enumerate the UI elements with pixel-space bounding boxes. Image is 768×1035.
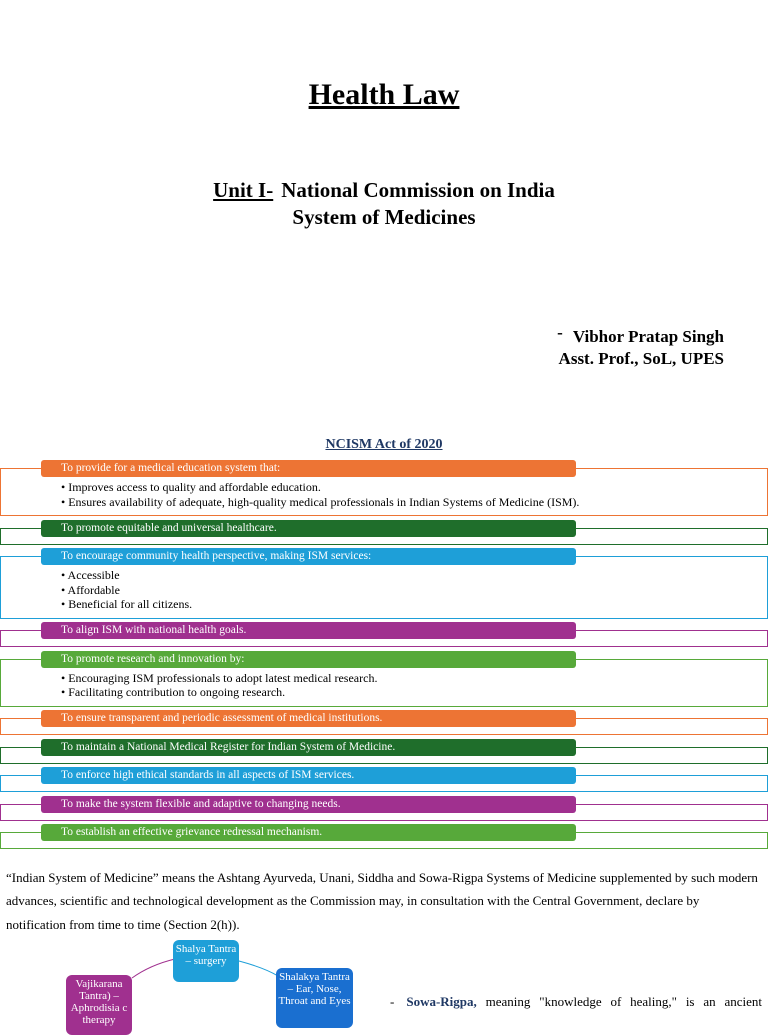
item: To promote equitable and universal healt… (0, 519, 768, 545)
bullet: • Beneficial for all citizens. (61, 597, 192, 612)
bullet-dot: • (61, 597, 69, 611)
bullet-dot: • (61, 685, 69, 699)
item-heading: To provide for a medical education syste… (41, 460, 576, 477)
item: To promote research and innovation by: • … (0, 650, 768, 707)
bullet: • Improves access to quality and afforda… (61, 480, 579, 495)
item-list: To provide for a medical education syste… (0, 460, 768, 853)
bullet-text: Accessible (67, 568, 120, 582)
connector (131, 958, 176, 979)
bullet-list: • Encouraging ISM professionals to adopt… (61, 671, 377, 700)
item-heading: To align ISM with national health goals. (41, 622, 576, 639)
bullet-text: Ensures availability of adequate, high-q… (68, 494, 580, 509)
item: To encourage community health perspectiv… (0, 548, 768, 619)
bullet-list: • Accessible • Affordable • Beneficial for… (61, 568, 192, 612)
bullet-dot: • (61, 494, 69, 509)
bullet: • Accessible (61, 568, 192, 583)
unit-title: National Commission on India (281, 178, 555, 202)
dash: - (557, 323, 563, 342)
diagram-node: Vajikarana Tantra) – Aphrodisia c therap… (66, 975, 132, 1035)
bullet-text: Encouraging ISM professionals to adopt l… (68, 670, 378, 685)
author: - Vibhor Pratap Singh Asst. Prof., SoL, U… (540, 322, 724, 370)
item-heading: To encourage community health perspectiv… (41, 548, 576, 565)
bullet: • Encouraging ISM professionals to adopt… (61, 671, 377, 686)
bullet-list: • Improves access to quality and afforda… (61, 480, 579, 509)
dash: - (390, 994, 395, 1009)
item: To provide for a medical education syste… (0, 460, 768, 516)
bullet: • Facilitating contribution to ongoing r… (61, 685, 377, 700)
author-name: Vibhor Pratap Singh (572, 327, 724, 346)
bullet-text: Beneficial for all citizens. (68, 597, 193, 611)
item: To maintain a National Medical Register … (0, 738, 768, 764)
bullet-dot: • (61, 670, 69, 685)
item-heading: To establish an effective grievance redr… (41, 824, 576, 841)
section-title: NCISM Act of 2020 (325, 437, 443, 452)
diagram-node: Shalakya Tantra – Ear, Nose, Throat and … (276, 968, 353, 1028)
item-heading: To enforce high ethical standards in all… (41, 767, 576, 784)
item: To ensure transparent and periodic asses… (0, 710, 768, 735)
unit-label: Unit I- (213, 178, 274, 202)
item: To enforce high ethical standards in all… (0, 767, 768, 792)
item-heading: To ensure transparent and periodic asses… (41, 710, 576, 727)
bullet-dot: • (61, 568, 68, 582)
connectors (131, 958, 279, 979)
item-heading: To make the system flexible and adaptive… (41, 795, 576, 813)
item: To establish an effective grievance redr… (0, 824, 768, 849)
item: To align ISM with national health goals. (0, 622, 768, 647)
diagram-node: Shalya Tantra – surgery (173, 940, 239, 982)
bullet-text: Improves access to quality and affordabl… (68, 480, 321, 494)
title: Health Law (308, 78, 460, 111)
term: Sowa-Rigpa, (406, 994, 477, 1009)
bullet: • Affordable (61, 583, 192, 598)
bullet-text: Affordable (67, 582, 120, 597)
author-role: Asst. Prof., SoL, UPES (558, 349, 724, 368)
bullet: • Ensures availability of adequate, high… (61, 495, 579, 510)
bullet-dot: • (61, 582, 68, 597)
item-heading: To promote equitable and universal healt… (41, 519, 576, 537)
definition: “Indian System of Medicine” means the As… (6, 870, 758, 932)
unit-title: System of Medicines (292, 205, 476, 229)
bullet-dot: • (61, 480, 69, 494)
side-note: - Sowa-Rigpa, meaning "knowledge of heali… (390, 994, 762, 1010)
item: To make the system flexible and adaptive… (0, 795, 768, 821)
connector (238, 960, 279, 977)
side-text: meaning "knowledge of healing," is an an… (485, 994, 763, 1009)
subtitle: Unit I- National Commission on India Syst… (0, 177, 768, 231)
item-heading: To promote research and innovation by: (41, 650, 576, 668)
bullet-text: Facilitating contribution to ongoing res… (68, 685, 286, 699)
item-heading: To maintain a National Medical Register … (41, 738, 576, 756)
